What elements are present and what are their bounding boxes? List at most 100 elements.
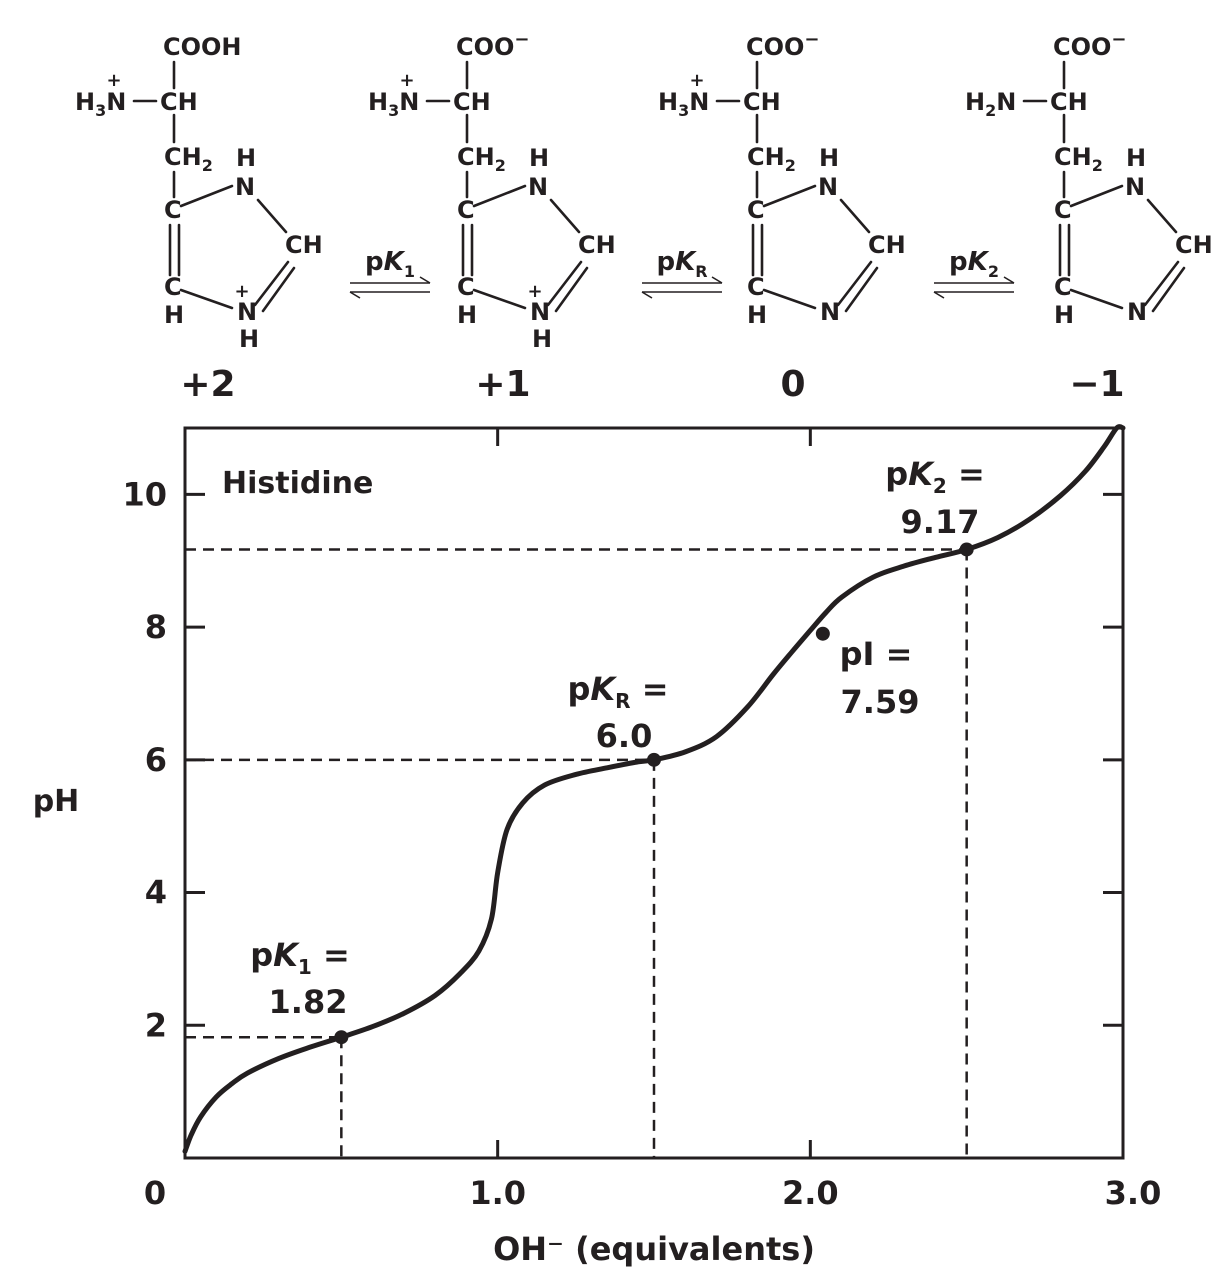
- bond: [762, 288, 817, 310]
- ring-nh-h: H: [1126, 144, 1146, 172]
- ring-carbon: C: [457, 273, 475, 301]
- alpha-carbon: CH: [1050, 88, 1088, 116]
- ring-nh-h: H: [239, 325, 259, 353]
- ring-ch: CH: [1175, 231, 1213, 259]
- ring-h: H: [457, 301, 477, 329]
- equilibrium-label: pK1: [365, 247, 415, 281]
- pk2-annotation: pK2 =: [885, 455, 985, 498]
- pi-annotation: pI =: [840, 635, 913, 673]
- charge-label: −1: [1069, 364, 1124, 405]
- ring-nh-h: H: [819, 144, 839, 172]
- ring-carbon: C: [164, 273, 182, 301]
- ring-nitrogen: N: [1127, 298, 1147, 326]
- carboxyl-label: COO−: [746, 29, 820, 61]
- ring-carbon: C: [747, 273, 765, 301]
- carboxyl-label: COO−: [1053, 29, 1127, 61]
- bond: [762, 184, 817, 208]
- ring-nh-h: H: [532, 325, 552, 353]
- bond: [1151, 266, 1186, 313]
- bond: [179, 184, 234, 208]
- y-tick-label: 8: [145, 608, 167, 646]
- forward-arrow-head: [1003, 276, 1015, 284]
- alpha-carbon: CH: [160, 88, 198, 116]
- amino-plus: +: [399, 70, 414, 91]
- x-axis-label: OH⁻ (equivalents): [493, 1230, 815, 1268]
- ring-h: H: [1054, 301, 1074, 329]
- bond: [844, 266, 879, 313]
- y-tick-label: 6: [145, 741, 167, 779]
- pk1-annotation: pK1 =: [250, 936, 350, 979]
- bond: [256, 198, 288, 234]
- equilibrium-label: pKR: [656, 247, 707, 281]
- y-tick-label: 2: [145, 1006, 167, 1044]
- ring-ch: CH: [868, 231, 906, 259]
- bond: [549, 198, 581, 234]
- beta-carbon: CH2: [457, 143, 506, 175]
- equilibrium-label: pK2: [949, 247, 999, 281]
- ring-nitrogen: N: [235, 173, 255, 201]
- equilibrium-arrows: pK1 pKR pK2: [349, 247, 1015, 299]
- alpha-carbon: CH: [743, 88, 781, 116]
- ring-ch: CH: [578, 231, 616, 259]
- bond: [472, 288, 527, 310]
- alpha-carbon: CH: [453, 88, 491, 116]
- amino-label: H3N: [75, 88, 126, 120]
- ring-nitrogen: N: [237, 298, 257, 326]
- charge-label: +2: [180, 364, 235, 405]
- beta-carbon: CH2: [747, 143, 796, 175]
- point-pKR: [647, 752, 661, 767]
- equilibrium-3: pK2: [933, 247, 1015, 299]
- ring-carbon: C: [457, 196, 475, 224]
- ring-carbon: C: [164, 196, 182, 224]
- bond: [554, 266, 589, 313]
- beta-carbon: CH2: [164, 143, 213, 175]
- ring-nh-h: H: [529, 144, 549, 172]
- ring-carbon: C: [747, 196, 765, 224]
- axis-ticks: 0 1.0 2.0 3.0 2 4 6 8 10: [122, 428, 1161, 1212]
- x-tick-label: 3.0: [1105, 1174, 1162, 1212]
- net-charges: +2 +1 0 −1: [180, 364, 1124, 405]
- ring-carbon: C: [1054, 273, 1072, 301]
- ring-nitrogen: N: [818, 173, 838, 201]
- beta-carbon: CH2: [1054, 143, 1103, 175]
- pi-value: 7.59: [841, 683, 920, 721]
- forward-arrow-head: [419, 276, 431, 284]
- titration-chart: 0 1.0 2.0 3.0 2 4 6 8 10 Histidine pH OH⁻ (equiv…: [33, 424, 1161, 1268]
- ring-carbon: C: [1054, 196, 1072, 224]
- ring-ch: CH: [285, 231, 323, 259]
- reverse-arrow-head: [641, 291, 653, 299]
- ring-nitrogen: N: [820, 298, 840, 326]
- bond: [253, 260, 290, 307]
- bond: [1069, 184, 1124, 208]
- bond: [546, 260, 583, 307]
- amino-plus: +: [689, 70, 704, 91]
- point-pK2: [959, 542, 974, 557]
- y-axis-label: pH: [33, 784, 80, 819]
- x-tick-label: 2.0: [782, 1174, 839, 1212]
- x-tick-label: 1.0: [469, 1174, 526, 1212]
- chart-title: Histidine: [222, 466, 373, 501]
- point-pK1: [334, 1030, 349, 1045]
- amino-label: H2N: [965, 88, 1016, 120]
- pk2-value: 9.17: [901, 503, 980, 541]
- ring-nitrogen: N: [1125, 173, 1145, 201]
- reverse-arrow-head: [933, 291, 945, 299]
- guide-lines: [185, 548, 968, 1158]
- amino-plus: +: [106, 70, 121, 91]
- forward-arrow-head: [711, 276, 723, 284]
- bond: [1143, 260, 1180, 307]
- equilibrium-2: pKR: [641, 247, 723, 299]
- bond: [179, 288, 234, 310]
- bond: [839, 198, 871, 234]
- y-tick-label: 10: [122, 475, 167, 513]
- reverse-arrow-head: [349, 291, 361, 299]
- pkr-annotation: pKR =: [567, 670, 668, 713]
- ring-h: H: [164, 301, 184, 329]
- key-points: [334, 542, 974, 1045]
- charge-label: +1: [475, 364, 530, 405]
- bond: [472, 184, 527, 208]
- amino-label: H3N: [658, 88, 709, 120]
